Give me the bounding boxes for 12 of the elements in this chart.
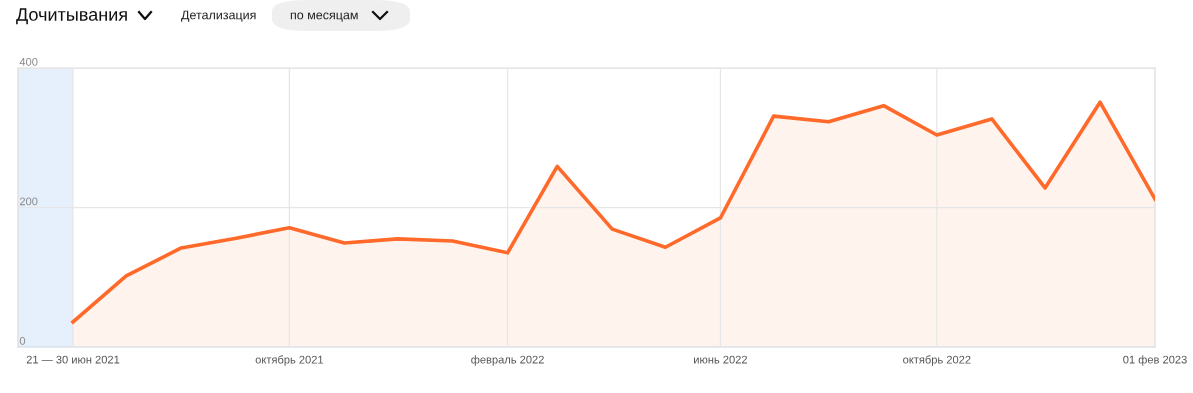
y-tick-label: 200 (19, 197, 38, 206)
x-tick-label: октябрь 2022 (903, 355, 971, 366)
x-tick-label: февраль 2022 (471, 355, 544, 366)
text: Детализация (181, 10, 256, 22)
x-tick-label: июнь 2022 (694, 355, 747, 364)
text: по месяцам (290, 12, 358, 22)
x-tick-label: 01 фев 2023 (1123, 355, 1187, 366)
x-tick-label: 21 — 30 июн 2021 (26, 355, 120, 364)
chart-title: Дочитывания (16, 8, 127, 25)
y-tick-label: 0 (19, 336, 26, 345)
y-tick-label: 400 (19, 57, 38, 66)
x-tick-label: октябрь 2021 (255, 355, 324, 366)
